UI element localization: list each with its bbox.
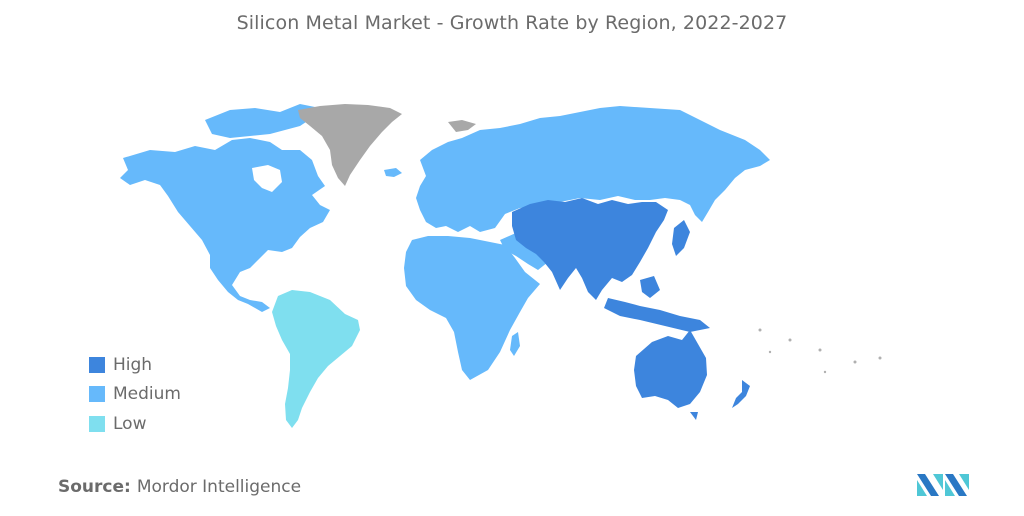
legend-swatch-medium <box>89 386 105 403</box>
chart-title: Silicon Metal Market - Growth Rate by Re… <box>236 12 788 34</box>
legend-label: Medium <box>113 384 181 405</box>
legend-swatch-low <box>89 415 105 432</box>
legend-item-low: Low <box>89 409 181 439</box>
legend-item-medium: Medium <box>89 380 181 410</box>
mordor-intelligence-logo-icon <box>917 474 969 496</box>
region-emea <box>404 106 770 380</box>
region-asia-pacific <box>512 198 750 420</box>
source-line: Source: Mordor Intelligence <box>58 477 301 497</box>
region-greenland <box>298 104 402 186</box>
pacific-islands <box>758 328 882 374</box>
legend-swatch-high <box>89 356 105 373</box>
region-australia <box>634 330 707 408</box>
legend: High Medium Low <box>89 350 181 439</box>
region-new-zealand <box>732 380 750 408</box>
region-north-america <box>120 104 330 312</box>
source-value: Mordor Intelligence <box>136 477 302 497</box>
legend-label: High <box>113 354 153 375</box>
region-south-america <box>272 290 360 428</box>
source-key: Source: <box>58 477 131 497</box>
legend-item-high: High <box>89 350 181 380</box>
legend-label: Low <box>113 413 147 434</box>
